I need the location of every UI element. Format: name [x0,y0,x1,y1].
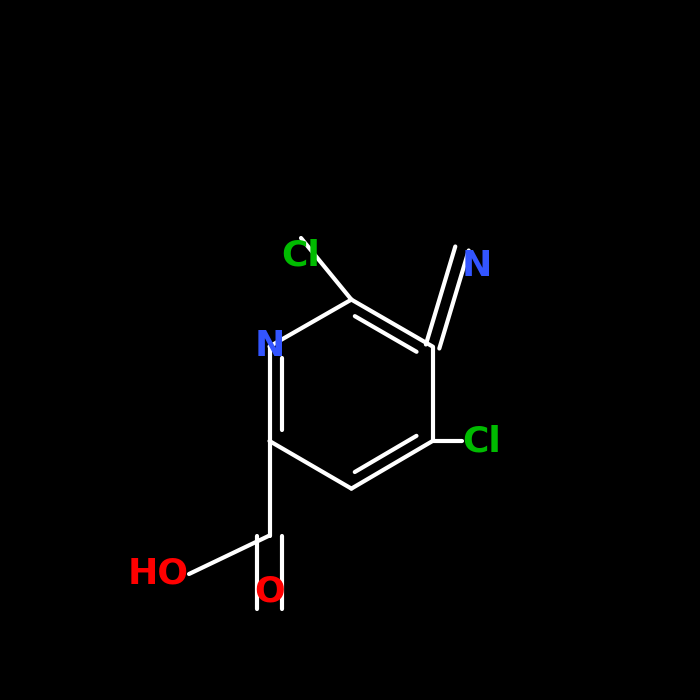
Text: N: N [254,330,285,363]
Text: Cl: Cl [281,238,321,272]
Text: O: O [254,575,285,609]
Text: HO: HO [128,557,189,591]
Text: Cl: Cl [462,424,500,458]
Text: N: N [462,248,492,283]
